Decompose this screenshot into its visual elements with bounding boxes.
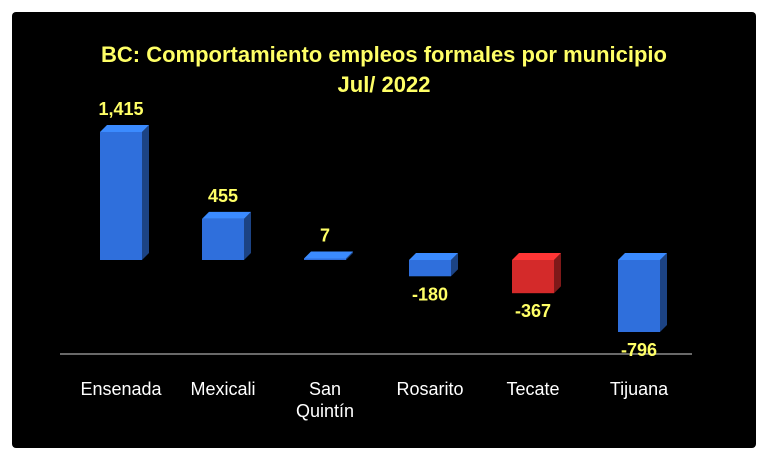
category-label: Rosarito (396, 379, 463, 399)
bar-front (512, 260, 554, 294)
value-label: 1,415 (98, 99, 143, 119)
category-label: Tijuana (610, 379, 669, 399)
bar-side (346, 251, 353, 260)
value-label: -367 (515, 301, 551, 321)
category-label: Mexicali (190, 379, 255, 399)
chart-title-line-2: Jul/ 2022 (337, 72, 431, 97)
bar-top (100, 125, 149, 132)
bar-front (618, 260, 660, 333)
bar-5 (618, 253, 667, 333)
value-label: 7 (320, 226, 330, 246)
category-label: San (309, 379, 341, 399)
bar-1 (202, 211, 251, 260)
value-label: -796 (621, 340, 657, 360)
chart-frame: BC: Comportamiento empleos formales por … (12, 12, 756, 448)
bar-top (304, 251, 353, 259)
bar-side (554, 253, 561, 294)
bar-side (244, 211, 251, 260)
bar-front (202, 218, 244, 260)
bar-side (451, 253, 458, 277)
bar-front (409, 260, 451, 277)
chart-title-line-1: BC: Comportamiento empleos formales por … (101, 42, 667, 67)
category-label: Tecate (506, 379, 559, 399)
bar-3 (409, 253, 458, 277)
bar-front (100, 132, 142, 260)
bar-top (202, 211, 251, 219)
bar-front (304, 258, 346, 260)
value-label: -180 (412, 284, 448, 304)
bar-side (142, 125, 149, 260)
category-label: Quintín (296, 401, 354, 421)
category-label: Ensenada (80, 379, 162, 399)
bar-2 (304, 251, 353, 260)
bar-top (512, 253, 561, 260)
bar-4 (512, 253, 561, 294)
bar-top (409, 253, 458, 260)
chart-title: BC: Comportamiento empleos formales por … (12, 40, 756, 100)
bar-top (618, 253, 667, 260)
bar-side (660, 253, 667, 333)
value-label: 455 (208, 186, 238, 206)
bar-0 (100, 125, 149, 260)
